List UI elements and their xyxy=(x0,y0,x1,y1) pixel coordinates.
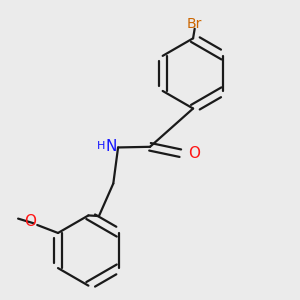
Text: N: N xyxy=(105,139,117,154)
Text: H: H xyxy=(97,140,106,151)
Text: O: O xyxy=(24,214,36,229)
Text: Br: Br xyxy=(187,17,203,31)
Text: O: O xyxy=(188,146,200,161)
